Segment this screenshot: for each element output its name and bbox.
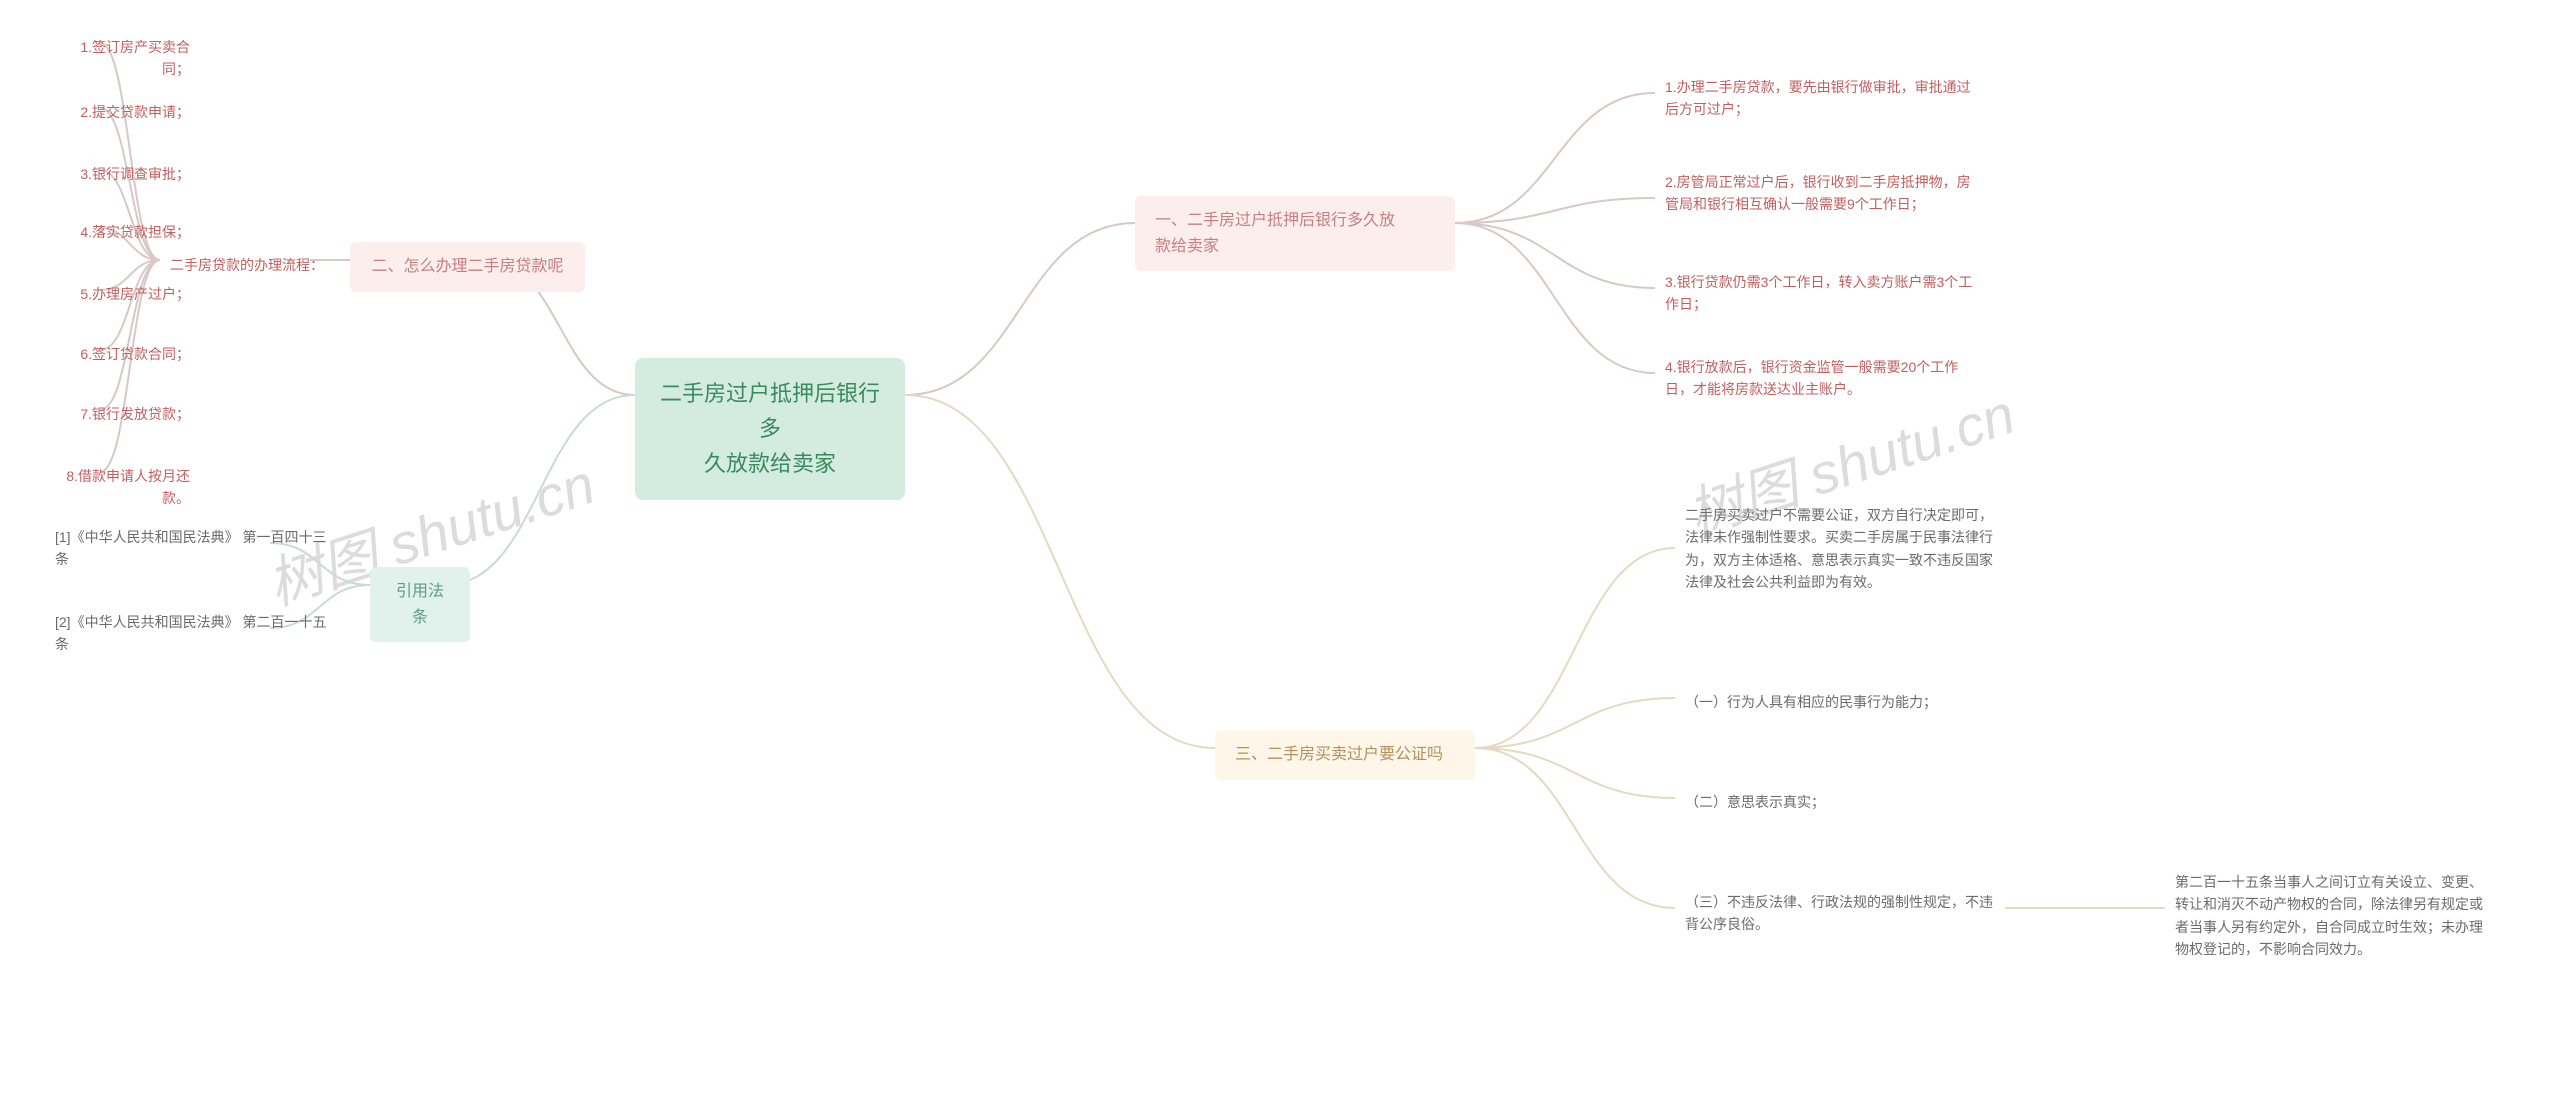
- section2-item: 6.签订贷款合同；: [60, 337, 200, 371]
- section1-item: 3.银行贷款仍需3个工作日，转入卖方账户需3个工作日；: [1655, 265, 1985, 322]
- section1-line1: 一、二手房过户抵押后银行多久放: [1155, 208, 1435, 234]
- section2-item: 5.办理房产过户；: [60, 277, 200, 311]
- section2-item: 1.签订房产买卖合同；: [60, 30, 200, 87]
- section2-item: 4.落实贷款担保；: [60, 215, 200, 249]
- references-node[interactable]: 引用法条: [370, 567, 470, 642]
- section2-item: 3.银行调查审批；: [60, 157, 200, 191]
- root-line2: 久放款给卖家: [659, 446, 881, 481]
- section1-item: 4.银行放款后，银行资金监管一般需要20个工作日，才能将房款送达业主账户。: [1655, 350, 1985, 407]
- reference-item: [2]《中华人民共和国民法典》 第二百一十五条: [45, 605, 345, 662]
- section1-item: 1.办理二手房贷款，要先由银行做审批，审批通过后方可过户；: [1655, 70, 1985, 127]
- section2-item: 7.银行发放贷款；: [60, 397, 200, 431]
- section3-item: （一）行为人具有相应的民事行为能力；: [1675, 685, 1947, 719]
- section2-node[interactable]: 二、怎么办理二手房贷款呢: [350, 242, 585, 292]
- section3-node[interactable]: 三、二手房买卖过户要公证吗: [1215, 730, 1475, 780]
- section1-item: 2.房管局正常过户后，银行收到二手房抵押物，房管局和银行相互确认一般需要9个工作…: [1655, 165, 1985, 222]
- section3-item: （三）不违反法律、行政法规的强制性规定，不违背公序良俗。: [1675, 885, 2005, 942]
- section3-subitem: 第二百一十五条当事人之间订立有关设立、变更、转让和消灭不动产物权的合同，除法律另…: [2165, 865, 2505, 967]
- section1-node[interactable]: 一、二手房过户抵押后银行多久放 款给卖家: [1135, 196, 1455, 271]
- root-line1: 二手房过户抵押后银行多: [659, 376, 881, 446]
- section3-item: 二手房买卖过户不需要公证，双方自行决定即可，法律未作强制性要求。买卖二手房属于民…: [1675, 498, 2005, 600]
- reference-item: [1]《中华人民共和国民法典》 第一百四十三条: [45, 520, 345, 577]
- section3-item: （二）意思表示真实；: [1675, 785, 1835, 819]
- section2-item: 8.借款申请人按月还款。: [45, 459, 200, 516]
- section2-item: 2.提交贷款申请；: [60, 95, 200, 129]
- section1-line2: 款给卖家: [1155, 234, 1435, 260]
- root-node[interactable]: 二手房过户抵押后银行多 久放款给卖家: [635, 358, 905, 500]
